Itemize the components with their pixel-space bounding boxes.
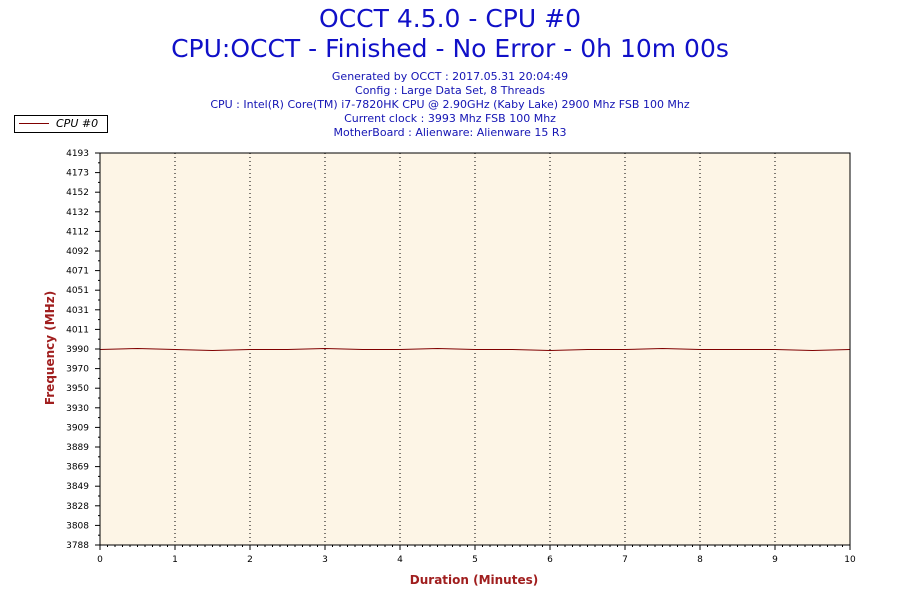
y-tick-label: 3909 [66,423,89,433]
y-tick-label: 4051 [66,286,89,296]
y-tick-label: 3889 [66,443,89,453]
y-tick-label: 3990 [66,345,89,355]
x-tick-label: 1 [172,555,178,565]
info-cpu: CPU : Intel(R) Core(TM) i7-7820HK CPU @ … [210,98,690,111]
series-line-cpu0 [99,347,851,352]
x-tick-label: 10 [844,555,856,565]
y-tick-label: 4071 [66,267,89,277]
y-tick-label: 4031 [66,306,89,316]
x-axis-title: Duration (Minutes) [410,573,538,587]
y-tick-label: 3788 [66,541,89,551]
y-tick-label: 3970 [66,365,89,375]
info-current-clock: Current clock : 3993 Mhz FSB 100 Mhz [344,112,556,125]
y-tick-label: 4112 [66,227,89,237]
chart-title: OCCT 4.5.0 - CPU #0 [319,4,581,33]
y-axis-title: Frequency (MHz) [43,291,57,405]
info-motherboard: MotherBoard : Alienware: Alienware 15 R3 [333,126,567,139]
y-tick-label: 3950 [66,384,89,394]
axis-ticks: 0 1 2 3 4 5 6 7 8 9 10 3788 3808 3828 3849 3869 3889 3909… [66,149,856,565]
y-tick-label: 4152 [66,188,89,198]
y-tick-label: 3930 [66,404,89,414]
x-tick-label: 9 [772,555,778,565]
x-tick-label: 8 [697,555,703,565]
legend: CPU #0 [14,115,108,133]
y-tick-label: 4011 [66,325,89,335]
y-tick-label: 4092 [66,247,89,257]
y-tick-label: 3869 [66,463,89,473]
info-generated: Generated by OCCT : 2017.05.31 20:04:49 [331,70,569,83]
y-tick-label: 4173 [66,169,89,179]
x-tick-label: 2 [247,555,253,565]
chart-subtitle: CPU:OCCT - Finished - No Error - 0h 10m … [171,34,729,63]
y-tick-label: 3808 [66,521,89,531]
info-config: Config : Large Data Set, 8 Threads [355,84,545,97]
x-tick-label: 6 [547,555,553,565]
x-tick-label: 3 [322,555,328,565]
x-tick-label: 5 [472,555,478,565]
legend-swatch [19,123,49,124]
x-tick-label: 4 [397,555,403,565]
plot-frame [99,152,851,546]
y-tick-label: 3828 [66,502,89,512]
y-tick-label: 4193 [66,149,89,159]
y-tick-label: 3849 [66,482,89,492]
x-tick-label: 0 [97,555,103,565]
x-tick-label: 7 [622,555,628,565]
legend-label: CPU #0 [56,117,99,130]
y-tick-label: 4132 [66,208,89,218]
